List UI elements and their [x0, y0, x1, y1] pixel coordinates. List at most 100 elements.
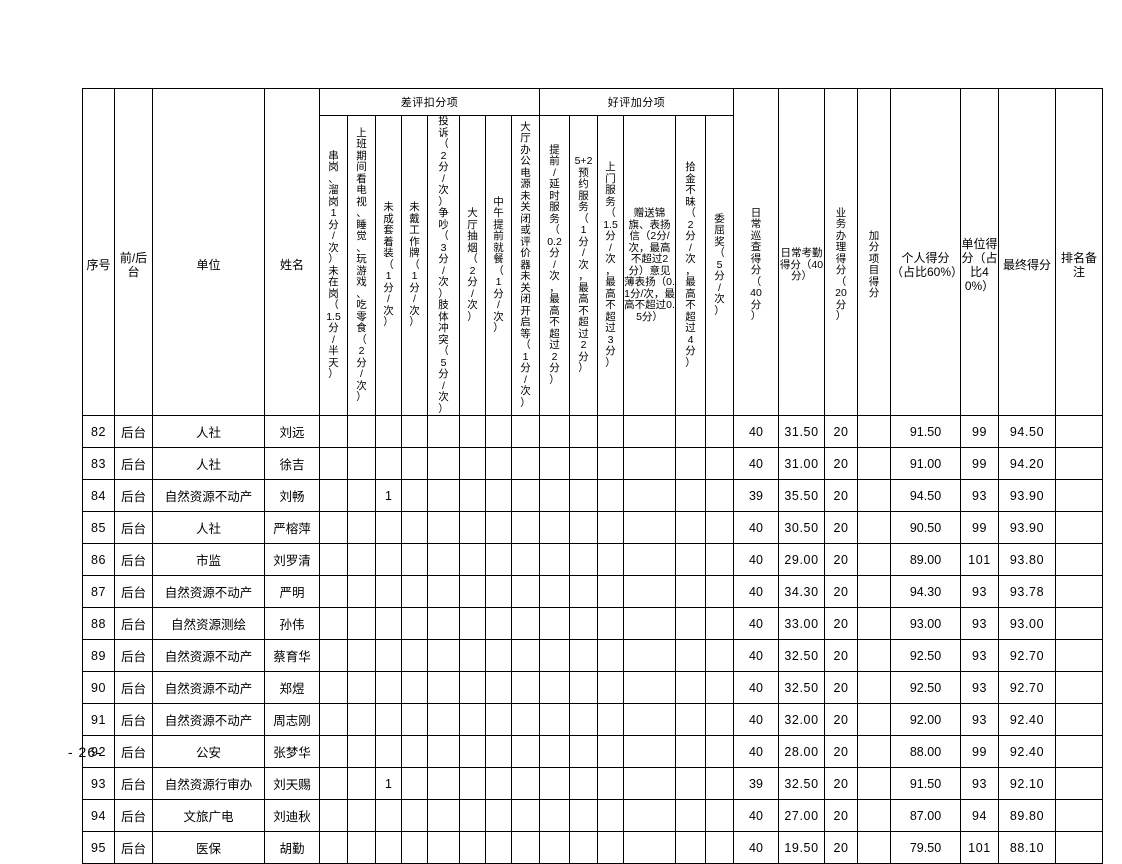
cell-p6: [705, 767, 734, 800]
cell-personal: 94.30: [890, 575, 961, 608]
cell-p2: [569, 735, 598, 768]
cell-attendance: 34.30: [778, 575, 825, 608]
cell-n1: [319, 607, 348, 640]
cell-p3: [597, 479, 624, 512]
cell-n2: [347, 767, 376, 800]
cell-n4: [401, 735, 428, 768]
cell-n3: [375, 735, 402, 768]
cell-unit_score: 99: [960, 415, 999, 448]
cell-n2: [347, 479, 376, 512]
cell-n3: [375, 575, 402, 608]
cell-p3: [597, 799, 624, 832]
cell-p1: [539, 415, 570, 448]
cell-final: 92.70: [998, 671, 1056, 704]
cell-n3: 1: [375, 767, 402, 800]
header-spacer-remark: [1055, 88, 1103, 116]
cell-p2: [569, 479, 598, 512]
cell-unit_score: 99: [960, 735, 999, 768]
cell-remark: [1055, 671, 1103, 704]
cell-attendance: 33.00: [778, 607, 825, 640]
table-row: 83 后台 人社 徐吉 40 31.00 20 91.00 99 94.20: [82, 447, 1103, 480]
cell-seq: 83: [82, 447, 115, 480]
cell-n3: [375, 639, 402, 672]
cell-final: 93.80: [998, 543, 1056, 576]
cell-n4: [401, 447, 428, 480]
cell-n7: [485, 703, 512, 736]
header-spacer-attendance: [778, 88, 825, 116]
cell-business: 20: [824, 607, 858, 640]
cell-personal: 92.50: [890, 639, 961, 672]
cell-attendance: 29.00: [778, 543, 825, 576]
cell-patrol: 40: [733, 735, 779, 768]
cell-unit_score: 93: [960, 671, 999, 704]
cell-p4: [623, 511, 676, 544]
cell-p4: [623, 831, 676, 864]
cell-n6: [459, 639, 486, 672]
cell-n3: [375, 511, 402, 544]
cell-n8: [511, 831, 540, 864]
cell-p6: [705, 831, 734, 864]
cell-area: 后台: [114, 735, 153, 768]
cell-seq: 84: [82, 479, 115, 512]
cell-unit_score: 93: [960, 639, 999, 672]
cell-seq: 87: [82, 575, 115, 608]
cell-n5: [427, 671, 460, 704]
cell-name: 严明: [264, 575, 320, 608]
cell-area: 后台: [114, 703, 153, 736]
cell-n6: [459, 799, 486, 832]
cell-p3: [597, 639, 624, 672]
header-spacer-unit: [152, 88, 265, 116]
cell-remark: [1055, 479, 1103, 512]
cell-n3: [375, 447, 402, 480]
column-header-final: 最终得分: [998, 115, 1056, 416]
cell-area: 后台: [114, 799, 153, 832]
cell-final: 89.80: [998, 799, 1056, 832]
header-spacer-bonus: [857, 88, 891, 116]
cell-business: 20: [824, 831, 858, 864]
cell-n4: [401, 831, 428, 864]
header-group-positive: 好评加分项: [539, 88, 734, 116]
cell-n1: [319, 575, 348, 608]
header-spacer-patrol: [733, 88, 779, 116]
cell-n4: [401, 575, 428, 608]
cell-p2: [569, 831, 598, 864]
column-header-seq: 序号: [82, 115, 115, 416]
cell-n8: [511, 799, 540, 832]
cell-n7: [485, 511, 512, 544]
cell-n5: [427, 575, 460, 608]
cell-unit: 自然资源不动产: [152, 671, 265, 704]
cell-p1: [539, 575, 570, 608]
cell-n8: [511, 767, 540, 800]
cell-n7: [485, 607, 512, 640]
column-header-name: 姓名: [264, 115, 320, 416]
cell-bonus: [857, 735, 891, 768]
column-header-n8: 大厅办公电源未关闭或评价器未关闭开启等（1 分 / 次）: [511, 115, 540, 416]
cell-p1: [539, 543, 570, 576]
cell-seq: 94: [82, 799, 115, 832]
table-row: 91 后台 自然资源不动产 周志刚 40 32.00 20 92.00 93 92.40: [82, 703, 1103, 736]
cell-area: 后台: [114, 415, 153, 448]
cell-n4: [401, 511, 428, 544]
cell-unit_score: 99: [960, 447, 999, 480]
cell-remark: [1055, 511, 1103, 544]
cell-seq: 95: [82, 831, 115, 864]
cell-n2: [347, 799, 376, 832]
cell-n4: [401, 639, 428, 672]
cell-n3: 1: [375, 479, 402, 512]
header-group-negative: 差评扣分项: [319, 88, 540, 116]
cell-p6: [705, 607, 734, 640]
cell-unit_score: 93: [960, 479, 999, 512]
column-header-n2: 上班期间看电视、睡觉、玩游戏、吃零食（2 分 / 次）: [347, 115, 376, 416]
cell-n5: [427, 703, 460, 736]
cell-p5: [675, 415, 706, 448]
cell-attendance: 32.50: [778, 671, 825, 704]
cell-n1: [319, 703, 348, 736]
cell-n4: [401, 415, 428, 448]
cell-personal: 90.50: [890, 511, 961, 544]
cell-bonus: [857, 415, 891, 448]
cell-n7: [485, 543, 512, 576]
column-header-unit_score: 单位得分（占比40%）: [960, 115, 999, 416]
cell-p5: [675, 703, 706, 736]
cell-final: 94.50: [998, 415, 1056, 448]
cell-n6: [459, 447, 486, 480]
